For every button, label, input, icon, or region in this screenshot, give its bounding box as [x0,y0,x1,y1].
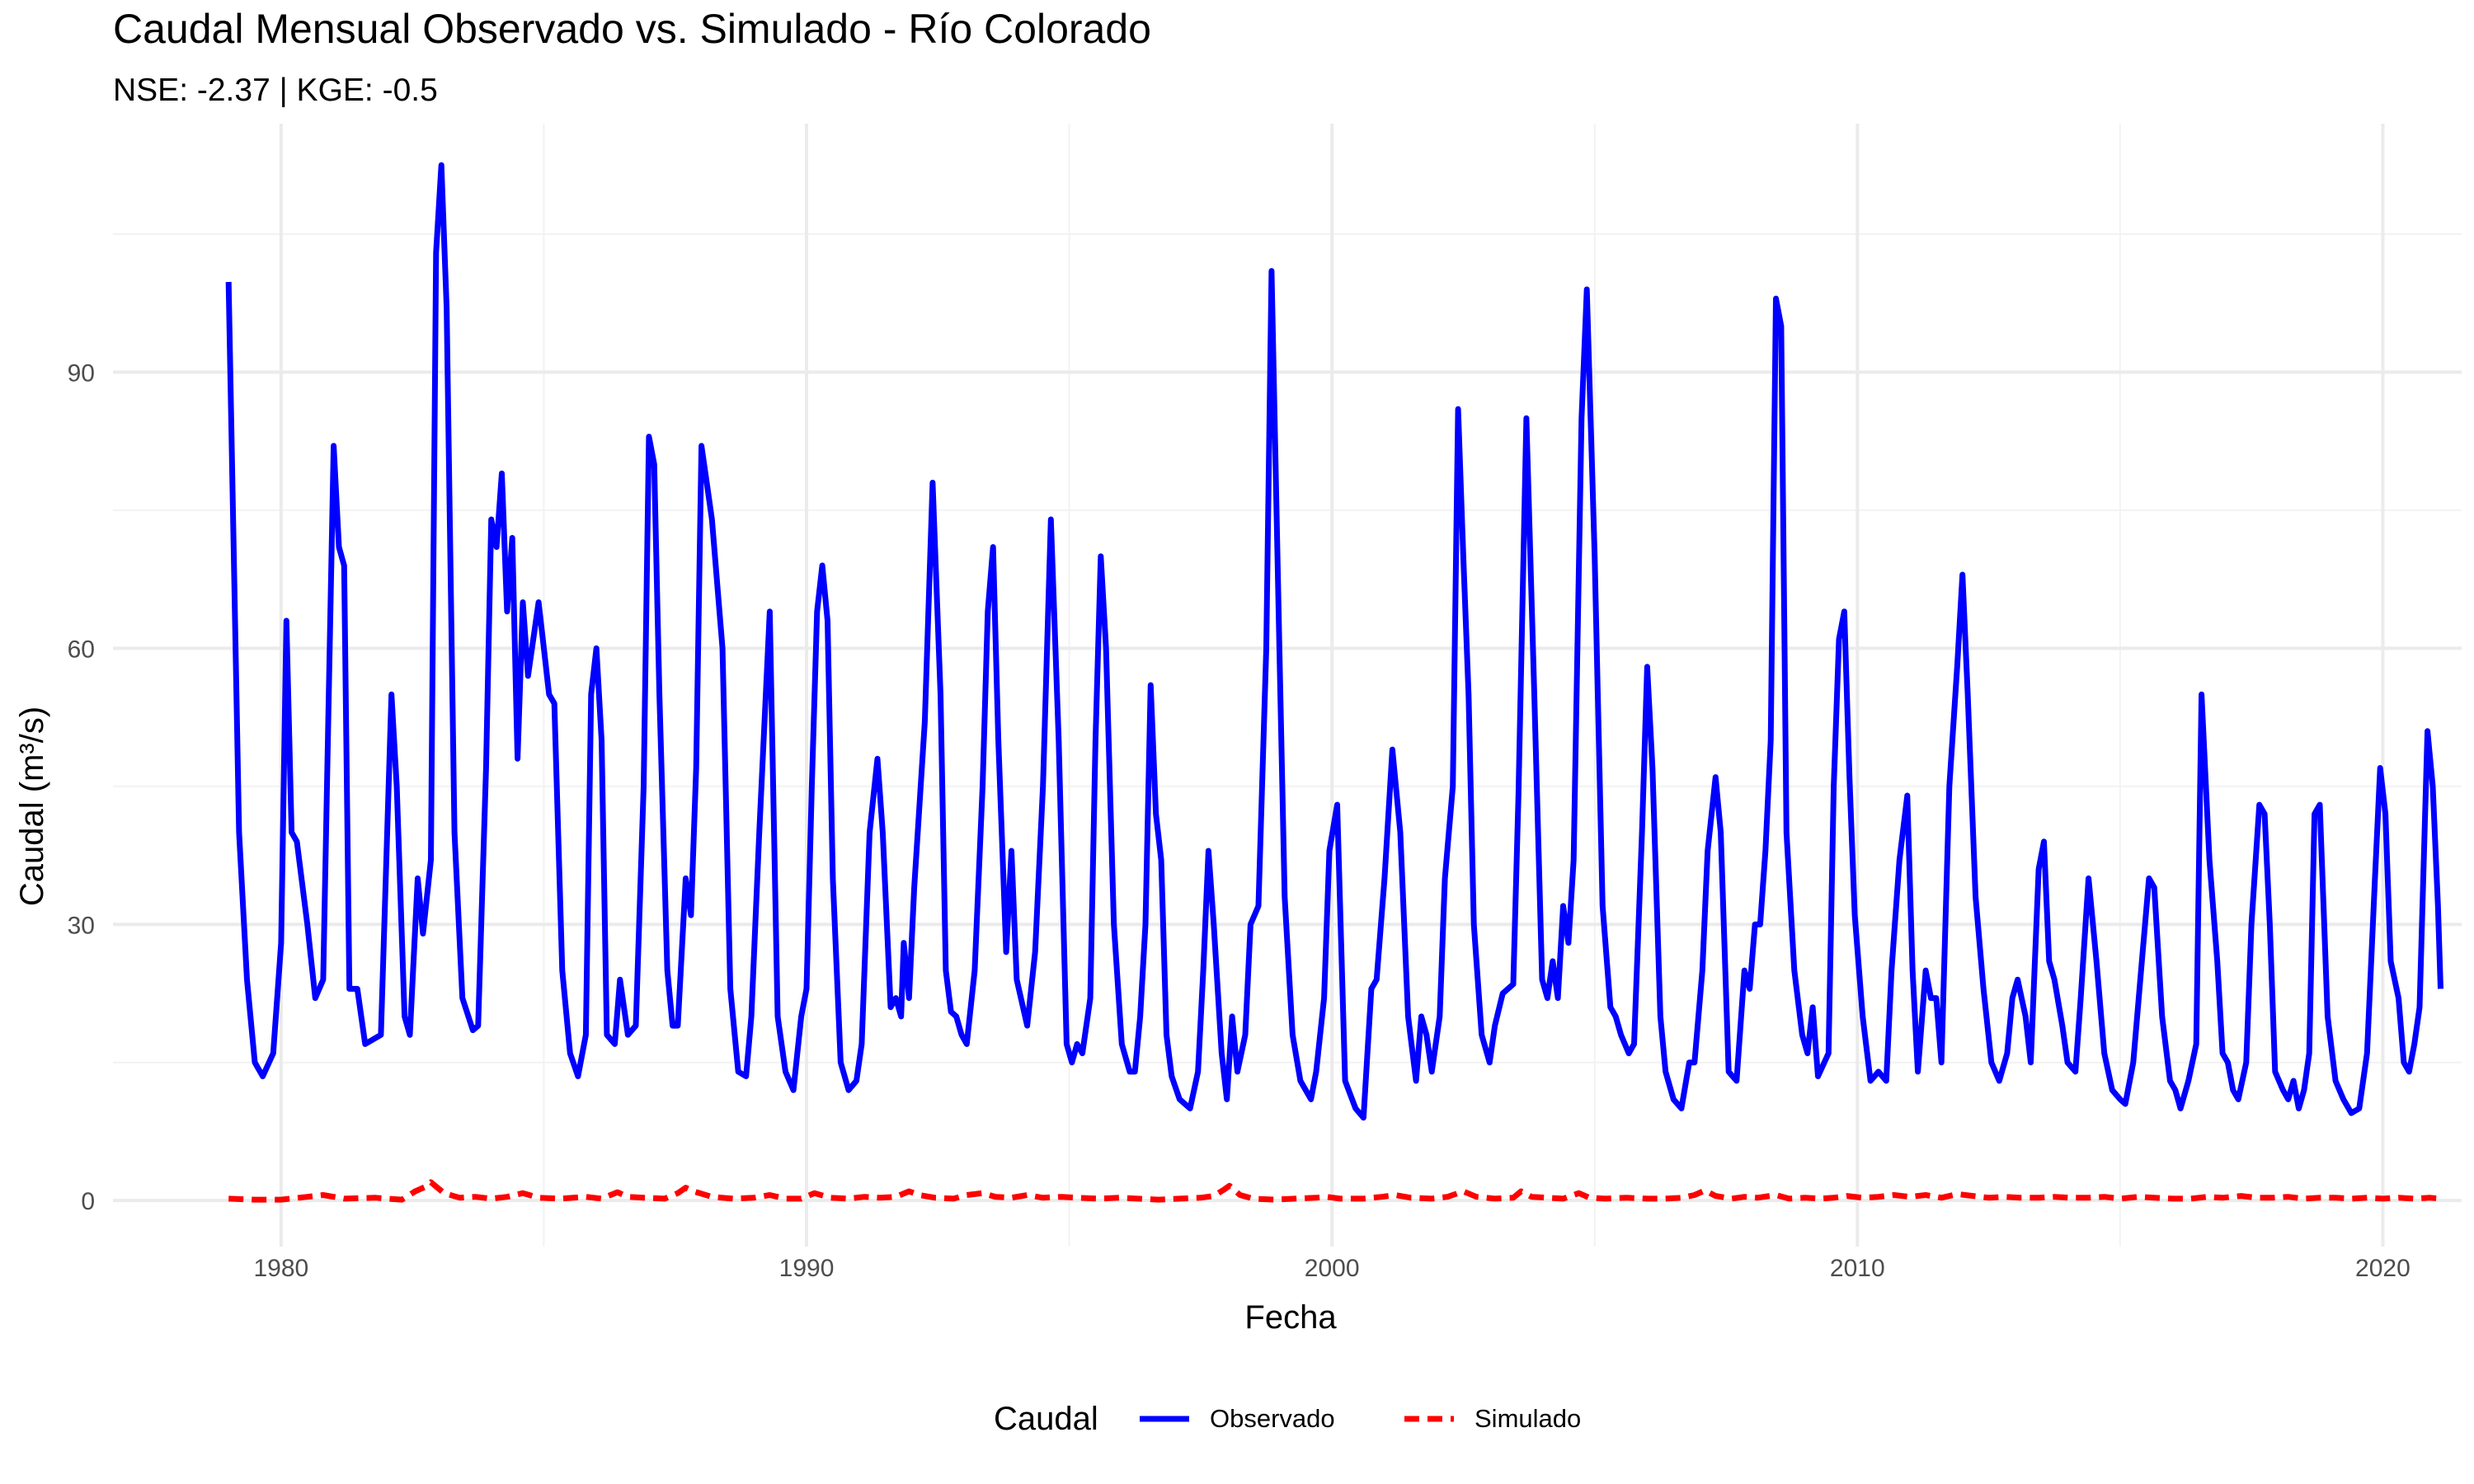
x-tick-label: 1980 [254,1255,309,1282]
tick-labels: 0 30 60 90 1980 1990 2000 2010 2020 [68,359,2411,1282]
y-tick-label: 60 [68,636,95,663]
y-tick-label: 0 [81,1188,95,1215]
y-axis-title: Caudal (m³/s) [14,707,50,906]
y-tick-label: 90 [68,359,95,387]
legend-label-observado: Observado [1210,1404,1335,1433]
series-lines [225,162,2443,1203]
x-axis-title: Fecha [1244,1299,1337,1336]
chart-title: Caudal Mensual Observado vs. Simulado - … [113,6,1151,52]
x-tick-label: 2000 [1305,1255,1360,1282]
series-line-simulado [228,1179,2441,1203]
chart-subtitle: NSE: -2.37 | KGE: -0.5 [113,73,438,108]
y-tick-label: 30 [68,912,95,939]
x-tick-label: 2020 [2355,1255,2411,1282]
x-tick-label: 1990 [779,1255,835,1282]
legend-label-simulado: Simulado [1475,1404,1581,1433]
grid-lines [113,124,2462,1247]
legend: Caudal Observado Simulado [994,1401,1581,1437]
x-tick-label: 2010 [1830,1255,1885,1282]
legend-title: Caudal [994,1401,1098,1437]
series-line-observado [225,162,2443,1121]
